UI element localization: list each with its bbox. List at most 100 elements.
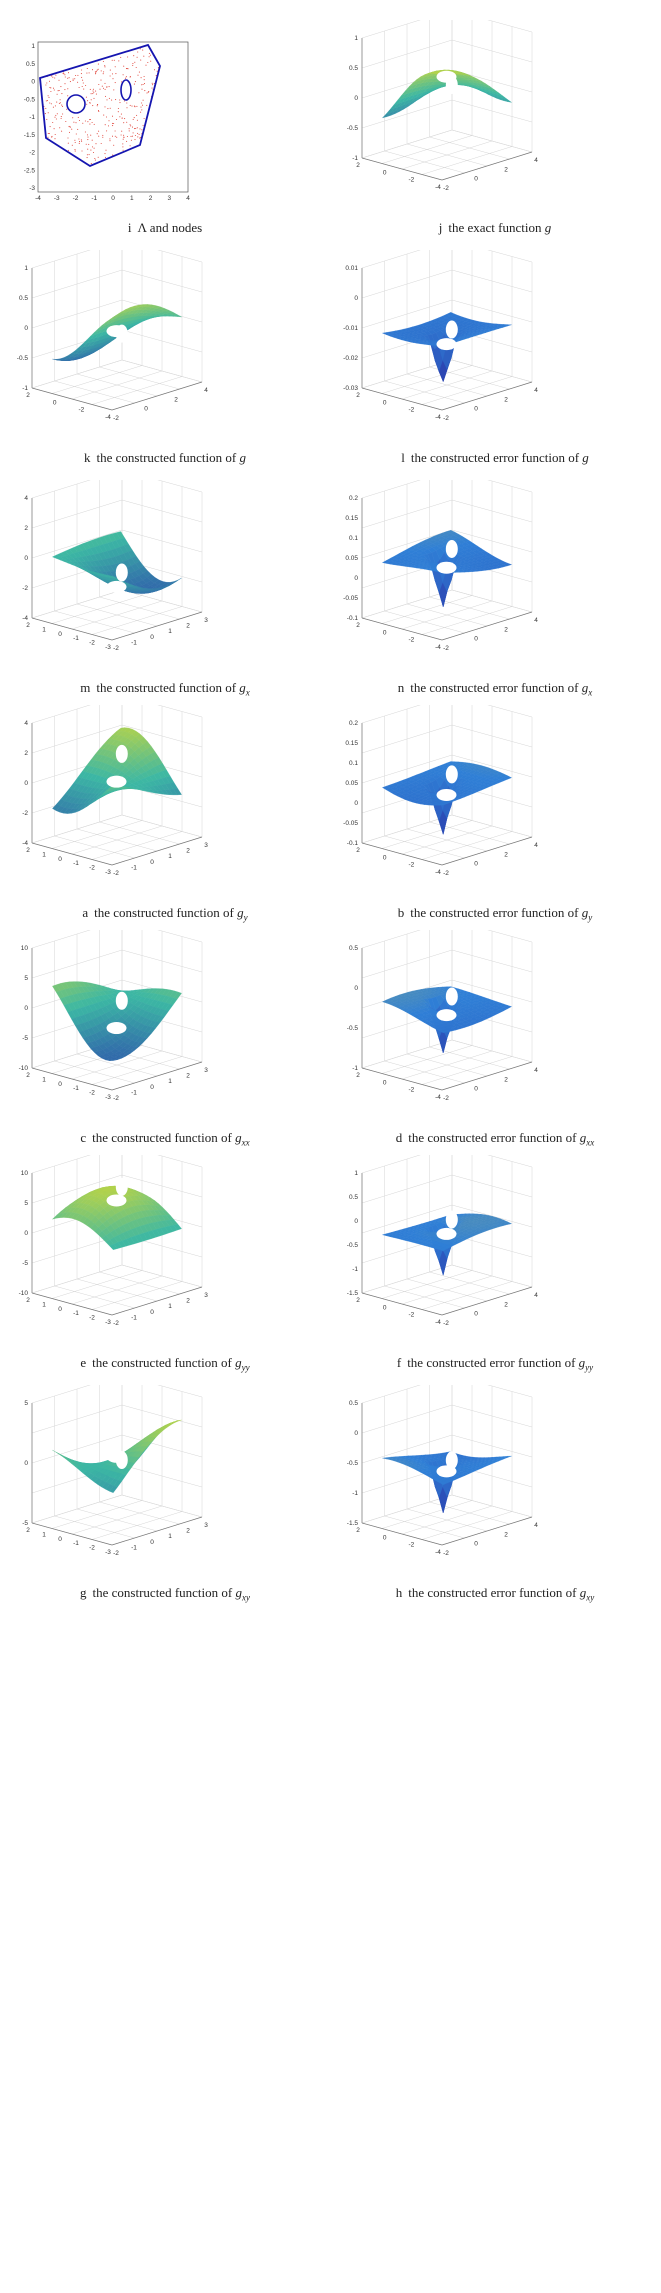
node-point bbox=[133, 55, 135, 57]
node-point bbox=[143, 117, 145, 120]
z-tick-label: -0.5 bbox=[347, 1025, 359, 1032]
node-point bbox=[71, 144, 73, 146]
grid-line bbox=[76, 1053, 158, 1077]
x-tick-label: 4 bbox=[534, 1292, 538, 1299]
grid-line bbox=[361, 705, 421, 724]
node-point bbox=[121, 130, 123, 132]
node-point bbox=[96, 69, 98, 71]
grid-line bbox=[121, 529, 203, 553]
grid-line bbox=[406, 373, 488, 397]
node-point bbox=[101, 85, 103, 87]
node-point bbox=[111, 73, 114, 75]
figure-caption: i Λ and nodes bbox=[0, 220, 330, 236]
grid-line bbox=[31, 250, 91, 269]
z-tick-label: -0.1 bbox=[347, 615, 359, 622]
node-point bbox=[104, 82, 106, 84]
figure-caption: d the constructed error function of gxx bbox=[330, 1130, 660, 1148]
z-tick-label: 0.05 bbox=[345, 555, 358, 562]
z-tick-label: -4 bbox=[22, 840, 28, 847]
node-point bbox=[67, 72, 70, 74]
x-tick-label: -1 bbox=[131, 864, 137, 871]
x-tick-label: -2 bbox=[443, 1550, 449, 1557]
y-tick-label: 1 bbox=[42, 851, 46, 858]
node-point bbox=[136, 56, 138, 58]
node-point bbox=[54, 138, 56, 140]
grid-line bbox=[406, 1508, 488, 1532]
node-point bbox=[90, 149, 92, 151]
axis-line bbox=[361, 842, 443, 866]
node-point bbox=[77, 116, 79, 118]
x-tick-label: 0 bbox=[474, 636, 478, 643]
axis-line bbox=[361, 157, 443, 181]
node-point bbox=[102, 60, 104, 63]
node-point bbox=[81, 85, 83, 88]
node-point bbox=[127, 68, 129, 70]
z-tick-label: -0.02 bbox=[343, 355, 358, 362]
node-point bbox=[46, 82, 48, 84]
figure-caption: k the constructed function of g bbox=[0, 450, 330, 466]
z-tick-label: 0 bbox=[354, 295, 358, 302]
y-tick-label: -4 bbox=[105, 414, 111, 421]
node-point bbox=[129, 104, 131, 106]
node-point bbox=[57, 90, 59, 92]
surface-hole bbox=[436, 1009, 457, 1022]
y-tick-label: 1 bbox=[42, 1301, 46, 1308]
z-tick-label: 0.5 bbox=[349, 945, 358, 952]
node-point bbox=[54, 77, 56, 79]
node-point bbox=[98, 135, 100, 137]
grid-line bbox=[451, 499, 533, 523]
grid-line bbox=[451, 269, 533, 293]
figure-panel-b: 0.2 0.15 0.1 0.05 0 -0.05 -0.1 2 0 -2 -4 -2 0 2 4 b the … bbox=[330, 705, 660, 930]
y-tick-label: -2 bbox=[89, 1545, 95, 1552]
y-tick-label: -1 bbox=[73, 1310, 79, 1317]
grid-line bbox=[451, 529, 533, 553]
x-tick-label: 2 bbox=[186, 1528, 190, 1535]
grid-line bbox=[31, 269, 123, 299]
node-point bbox=[54, 105, 56, 107]
domain-plot: 10.50-0.5-1-1.5-2-2.5-3-4 -3 -2 -1 0 1 2 3 4 bbox=[24, 41, 190, 202]
node-point bbox=[142, 83, 144, 86]
z-tick-label: -0.5 bbox=[347, 125, 359, 132]
node-point bbox=[140, 111, 142, 113]
x-tick-label: 1 bbox=[168, 628, 172, 635]
node-point bbox=[111, 59, 113, 61]
x-tick-label: 2 bbox=[504, 626, 508, 633]
node-point bbox=[47, 95, 49, 97]
panel-figure: 10 5 0 -5 -10 2 1 0 -1 -2 -3 -2 -1 0 1 2 3 bbox=[0, 930, 330, 1150]
node-point bbox=[73, 121, 75, 123]
node-point bbox=[98, 130, 100, 132]
node-point bbox=[136, 114, 138, 116]
x-tick-label: -3 bbox=[54, 195, 60, 202]
grid-line bbox=[487, 250, 533, 263]
grid-line bbox=[381, 1045, 473, 1074]
surface-hole bbox=[115, 1450, 128, 1469]
y-tick-label: -2 bbox=[408, 1542, 414, 1549]
z-tick-label: 0.2 bbox=[349, 720, 358, 727]
node-point bbox=[88, 72, 90, 74]
grid-line bbox=[51, 1500, 143, 1529]
surface-hole bbox=[106, 1194, 127, 1207]
node-point bbox=[56, 101, 58, 103]
z-tick-label: 0 bbox=[354, 1218, 358, 1225]
axis-line bbox=[361, 387, 443, 411]
node-point bbox=[72, 79, 74, 81]
node-point bbox=[48, 96, 50, 98]
grid-line bbox=[381, 820, 473, 849]
surface-cell bbox=[109, 314, 118, 321]
z-tick-label: -1.5 bbox=[347, 1520, 359, 1527]
axis-line bbox=[111, 381, 203, 411]
surface-mesh bbox=[382, 1451, 512, 1513]
node-point bbox=[78, 141, 81, 143]
grid-line bbox=[157, 250, 203, 263]
node-point bbox=[87, 100, 89, 102]
node-point bbox=[91, 121, 93, 124]
x-tick-label: 4 bbox=[534, 1067, 538, 1074]
node-point bbox=[122, 146, 124, 148]
surface-hole bbox=[106, 775, 127, 788]
panel-letter: i bbox=[127, 220, 132, 235]
grid-line bbox=[361, 930, 421, 949]
